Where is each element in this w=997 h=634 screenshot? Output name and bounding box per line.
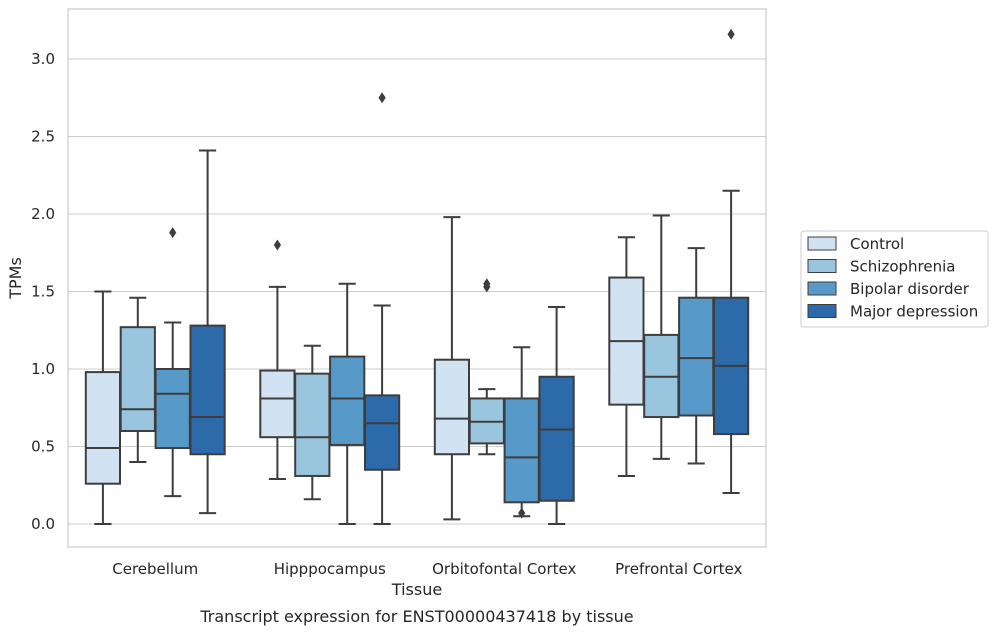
x-tick-label: Prefrontal Cortex — [615, 560, 742, 578]
box-group — [189, 149, 226, 515]
box — [189, 324, 226, 456]
legend-swatch — [807, 281, 837, 296]
box — [433, 358, 471, 456]
box-group — [678, 247, 715, 465]
legend-label: Control — [850, 235, 904, 253]
box-group — [433, 216, 471, 521]
box-group — [294, 344, 331, 501]
y-tick-label: 1.5 — [31, 283, 55, 301]
x-tick-label: Cerebellum — [112, 560, 198, 578]
x-tick-label: Hipppocampus — [274, 560, 386, 578]
box-group — [259, 239, 296, 481]
y-tick-labels: 0.0 0.5 1.0 1.5 2.0 2.5 3.0 — [31, 50, 55, 533]
outlier-point — [518, 507, 526, 519]
chart-caption: Transcript expression for ENST0000043741… — [199, 607, 633, 626]
legend-frame — [800, 230, 989, 328]
box — [119, 326, 156, 432]
y-tick-label: 0.5 — [31, 438, 55, 456]
legend-label: Bipolar disorder — [850, 280, 970, 298]
plot-frame — [67, 8, 767, 548]
box — [84, 371, 122, 485]
outlier-point — [169, 227, 177, 239]
box — [294, 372, 331, 477]
box-group — [329, 282, 366, 525]
legend-label: Major depression — [850, 303, 978, 321]
box — [259, 369, 296, 439]
y-tick-label: 3.0 — [31, 50, 55, 68]
box-group — [538, 306, 575, 525]
legend-swatch — [807, 304, 837, 318]
legend: Control Schizophrenia Bipolar disorder Majo… — [800, 230, 989, 328]
x-axis-title: Tissue — [391, 580, 442, 599]
box — [503, 397, 540, 504]
legend-items: Control Schizophrenia Bipolar disorder Majo… — [807, 235, 978, 321]
box-group — [119, 296, 156, 463]
boxes-layer — [84, 28, 750, 525]
box-group — [712, 28, 750, 494]
legend-swatch — [807, 259, 837, 273]
box-group — [643, 214, 680, 460]
box-group — [503, 346, 540, 519]
box-group — [468, 278, 505, 456]
box — [363, 394, 401, 471]
outlier-point — [273, 239, 281, 251]
y-axis-title: TPMs — [6, 257, 25, 300]
y-tick-label: 0.0 — [31, 515, 55, 533]
box — [538, 375, 575, 502]
box-group — [154, 227, 191, 498]
box — [154, 368, 191, 450]
box-group — [84, 290, 122, 525]
outlier-point — [483, 278, 491, 290]
y-tick-label: 1.0 — [31, 360, 55, 378]
legend-label: Schizophrenia — [850, 258, 955, 276]
y-tick-label: 2.0 — [31, 205, 55, 223]
box — [329, 355, 366, 446]
box — [678, 296, 715, 417]
box-group — [363, 92, 401, 525]
box-group — [608, 236, 645, 477]
x-tick-label: Orbitofontal Cortex — [432, 560, 576, 578]
outlier-point — [727, 28, 735, 40]
outlier-point — [378, 92, 386, 104]
legend-swatch — [807, 236, 837, 251]
x-tick-labels: Cerebellum Hipppocampus Orbitofontal Corte… — [112, 560, 742, 578]
y-tick-label: 2.5 — [31, 128, 55, 146]
